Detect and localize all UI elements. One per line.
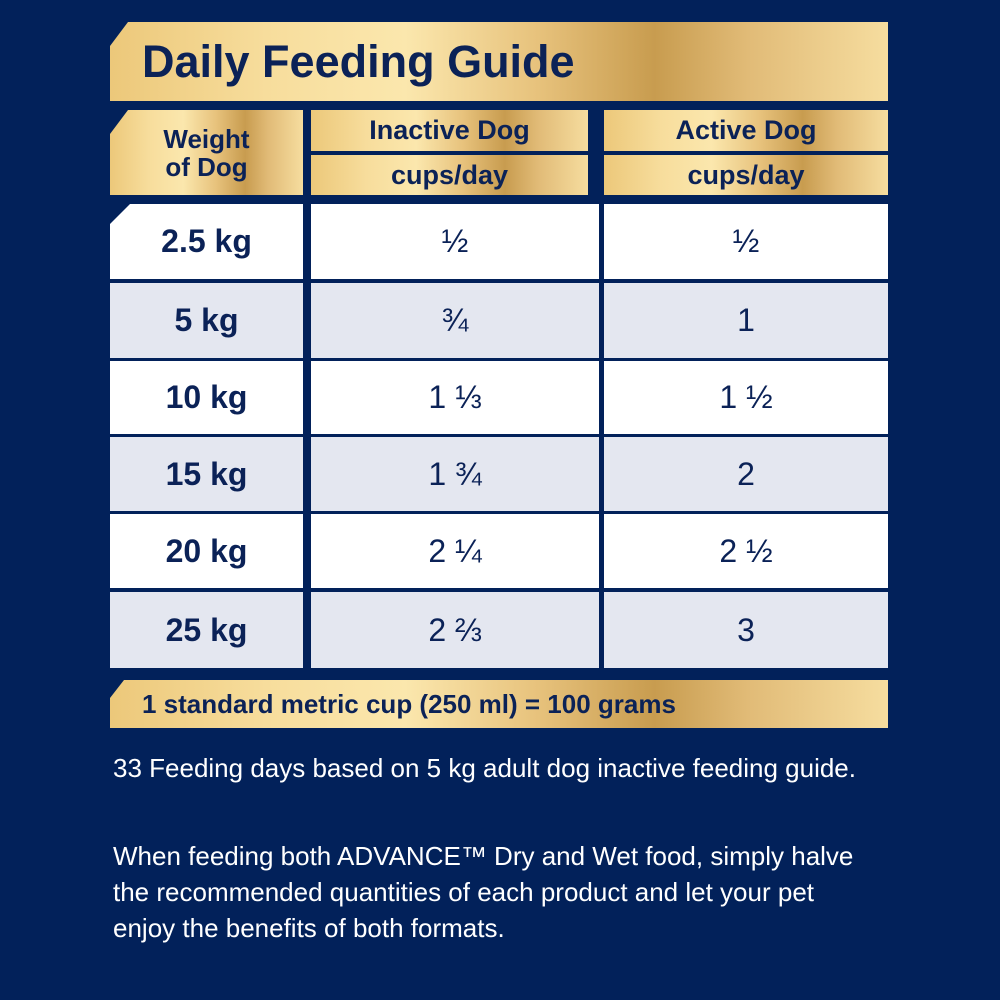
header-active-dog: Active Dog <box>604 110 888 151</box>
weight-cell: 15 kg <box>110 437 303 511</box>
header-weight-of-dog: Weight of Dog <box>110 110 303 195</box>
weight-cell: 5 kg <box>110 283 303 358</box>
header-inactive-dog: Inactive Dog <box>311 110 588 151</box>
weight-cell: 20 kg <box>110 514 303 588</box>
cup-conversion-text: 1 standard metric cup (250 ml) = 100 gra… <box>142 688 676 719</box>
page-title: Daily Feeding Guide <box>142 35 575 87</box>
inactive-cell: 2 ⅔ <box>311 592 599 668</box>
weight-cell: 25 kg <box>110 592 303 668</box>
weight-cell: 2.5 kg <box>110 204 303 279</box>
feeding-days-note: 33 Feeding days based on 5 kg adult dog … <box>113 753 856 783</box>
active-cell: 2 <box>604 437 888 511</box>
inactive-cell: ¾ <box>311 283 599 358</box>
active-cell: ½ <box>604 204 888 279</box>
header-inactive-unit: cups/day <box>311 155 588 195</box>
active-cell: 3 <box>604 592 888 668</box>
cup-conversion-banner: 1 standard metric cup (250 ml) = 100 gra… <box>110 680 888 728</box>
header-weight-line2: of Dog <box>165 151 248 182</box>
active-cell: 1 <box>604 283 888 358</box>
header-weight-line1: Weight <box>163 123 250 154</box>
inactive-cell: 1 ¾ <box>311 437 599 511</box>
weight-cell: 10 kg <box>110 361 303 434</box>
header-active-unit: cups/day <box>604 155 888 195</box>
inactive-cell: ½ <box>311 204 599 279</box>
title-banner: Daily Feeding Guide <box>110 22 888 101</box>
active-cell: 2 ½ <box>604 514 888 588</box>
active-cell: 1 ½ <box>604 361 888 434</box>
inactive-cell: 1 ⅓ <box>311 361 599 434</box>
inactive-cell: 2 ¼ <box>311 514 599 588</box>
dry-wet-feeding-note: When feeding both ADVANCE™ Dry and Wet f… <box>113 841 854 943</box>
